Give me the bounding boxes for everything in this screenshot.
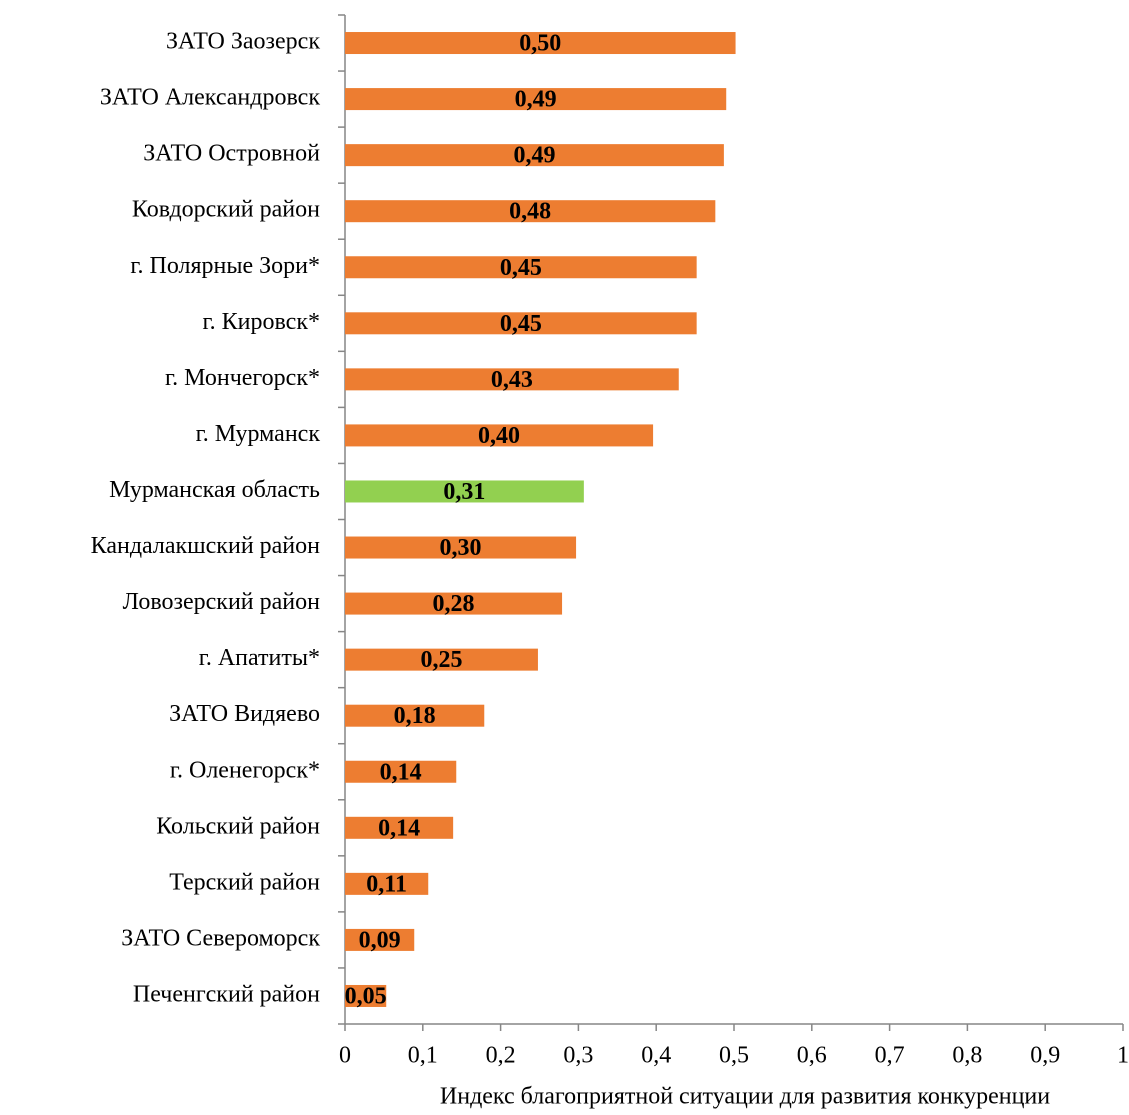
- data-label: 0,14: [380, 759, 422, 785]
- bar: [345, 984, 387, 1007]
- data-label: 0,49: [513, 143, 555, 169]
- y-tick-label: Кольский район: [156, 813, 320, 839]
- data-label: 0,25: [420, 647, 462, 673]
- bar: [345, 704, 485, 727]
- data-label: 0,49: [515, 87, 557, 113]
- bar: [345, 424, 654, 447]
- data-label: 0,45: [500, 311, 542, 337]
- y-tick-label: Терский район: [169, 869, 320, 895]
- data-label: 0,45: [500, 255, 542, 281]
- bar: [345, 928, 415, 951]
- x-tick-label: 0,6: [797, 1043, 827, 1069]
- bar: [345, 312, 697, 335]
- y-tick-label: ЗАТО Видяево: [169, 701, 320, 727]
- y-tick-label: Ковдорский район: [132, 197, 320, 223]
- data-label: 0,43: [491, 367, 533, 393]
- y-tick-label: Ловозерский район: [123, 589, 320, 615]
- y-tick-label: г. Оленегорск*: [170, 757, 320, 783]
- y-tick-label: Кандалакшский район: [91, 533, 321, 559]
- bar: [345, 760, 457, 783]
- bar: [345, 368, 679, 391]
- data-label: 0,11: [366, 871, 407, 897]
- x-tick-label: 0,3: [563, 1043, 593, 1069]
- bar: [345, 592, 563, 615]
- data-label: 0,40: [478, 423, 520, 449]
- data-label: 0,18: [394, 703, 436, 729]
- data-label: 0,28: [433, 591, 475, 617]
- data-label: 0,30: [440, 535, 482, 561]
- x-axis-title: Индекс благоприятной ситуации для развит…: [440, 1084, 1050, 1110]
- bar: [345, 256, 697, 279]
- x-tick-label: 0: [339, 1043, 351, 1069]
- bar: [345, 648, 538, 671]
- data-label: 0,14: [378, 815, 420, 841]
- bar: [345, 32, 736, 55]
- data-label: 0,09: [359, 927, 401, 953]
- y-tick-label: г. Полярные Зори*: [130, 253, 320, 279]
- y-tick-label: Печенгский район: [133, 981, 320, 1007]
- data-label: 0,50: [519, 31, 561, 57]
- x-tick-label: 0,2: [486, 1043, 516, 1069]
- x-tick-label: 0,7: [875, 1043, 905, 1069]
- bar: [345, 144, 724, 167]
- bar: [345, 816, 454, 839]
- data-label: 0,05: [345, 983, 387, 1009]
- bar: [345, 480, 584, 503]
- x-tick-label: 0,8: [952, 1043, 982, 1069]
- y-tick-label: г. Мончегорск*: [165, 365, 320, 391]
- bar: [345, 200, 716, 223]
- y-tick-label: ЗАТО Островной: [143, 141, 320, 167]
- y-tick-label: ЗАТО Александровск: [100, 85, 320, 111]
- y-tick-label: г. Апатиты*: [199, 645, 320, 671]
- bar: [345, 536, 577, 559]
- bar: [345, 88, 727, 111]
- y-tick-label: ЗАТО Заозерск: [166, 29, 320, 55]
- y-tick-label: Мурманская область: [109, 477, 320, 503]
- x-tick-label: 0,4: [641, 1043, 671, 1069]
- x-tick-label: 1: [1117, 1043, 1129, 1069]
- data-label: 0,48: [509, 199, 551, 225]
- bar: [345, 872, 429, 895]
- x-tick-label: 0,1: [408, 1043, 438, 1069]
- x-tick-label: 0,9: [1030, 1043, 1060, 1069]
- y-tick-label: г. Кировск*: [203, 309, 321, 335]
- x-tick-label: 0,5: [719, 1043, 749, 1069]
- data-label: 0,31: [443, 479, 485, 505]
- y-tick-label: ЗАТО Североморск: [121, 925, 320, 951]
- y-tick-label: г. Мурманск: [196, 421, 321, 447]
